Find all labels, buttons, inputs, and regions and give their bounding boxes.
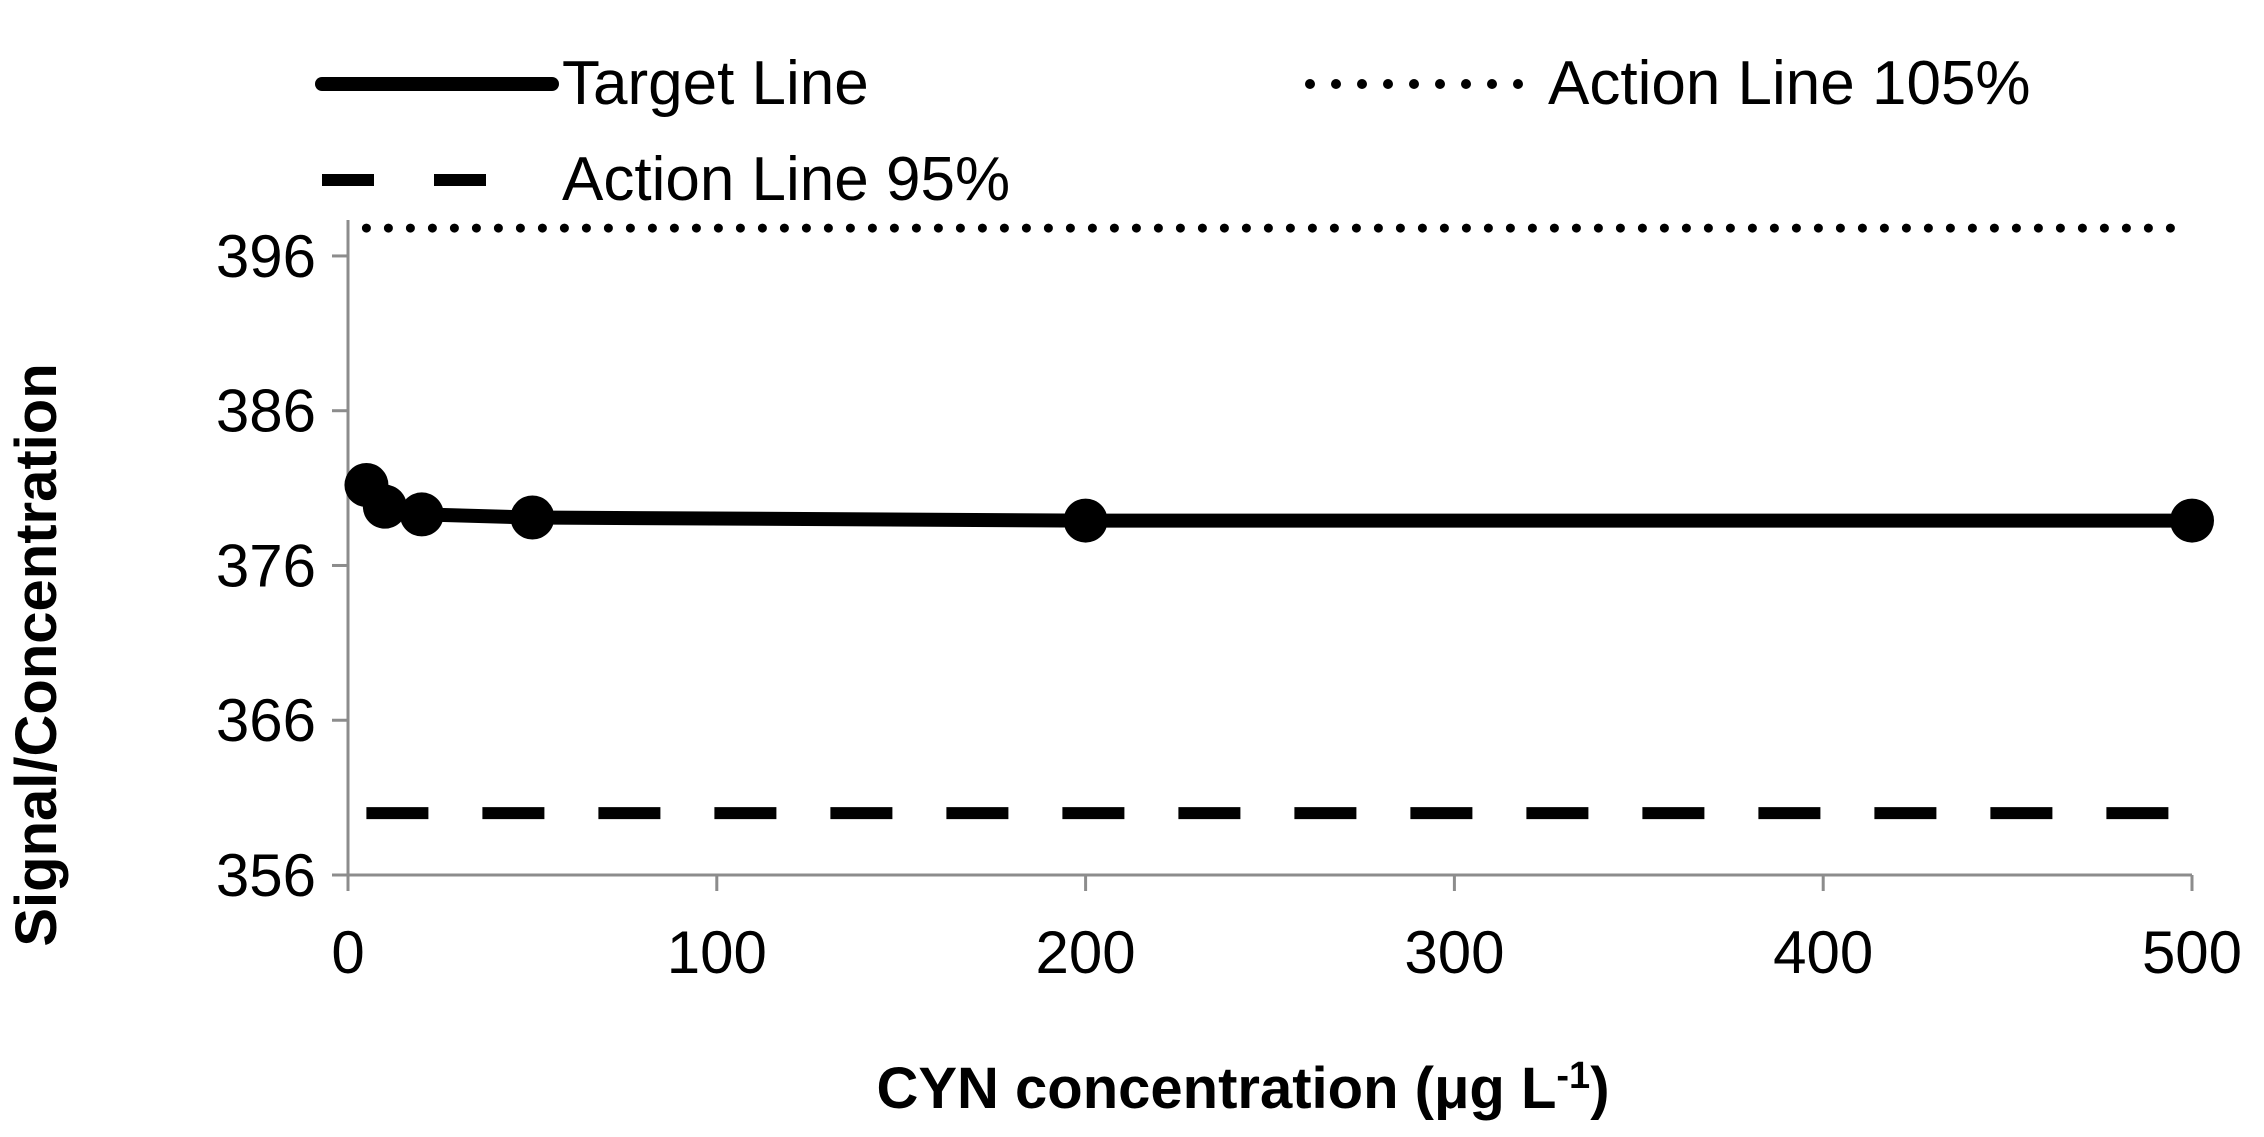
data-point [399,492,444,537]
legend-label-action-line-105: Action Line 105% [1548,49,2031,118]
x-tick-label: 500 [2142,919,2242,986]
series-line-target-line [359,478,2199,528]
y-tick-label: 396 [216,223,316,290]
y-tick-label: 366 [216,687,316,754]
y-tick-label: 376 [216,532,316,599]
data-point [510,495,555,540]
legend-label-target-line: Target Line [562,49,869,118]
x-axis-title-superscript: -1 [1556,1055,1590,1097]
x-tick-label: 0 [331,919,364,986]
x-tick-label: 200 [1036,919,1136,986]
data-point [2170,498,2214,543]
x-axis-title: CYN concentration (μg L-1) [876,1055,1609,1121]
data-point [362,484,407,529]
x-tick-label: 300 [1404,919,1504,986]
legend-label-action-line-95: Action Line 95% [562,145,1010,214]
x-tick-label: 400 [1773,919,1873,986]
data-point [1063,498,1108,543]
plot-area [344,223,2214,820]
axis-titles: CYN concentration (μg L-1) Signal/Concen… [4,363,1610,1121]
x-axis-title-close: ) [1590,1056,1609,1121]
axes: 356 366 376 386 396 0 100 200 300 400 500 [216,220,2242,986]
y-tick-label: 356 [216,842,316,909]
y-axis-title: Signal/Concentration [4,363,69,946]
legend: Target Line Action Line 105% Action Line 9… [315,49,2031,214]
x-tick-label: 100 [667,919,767,986]
y-tick-label: 386 [216,378,316,445]
